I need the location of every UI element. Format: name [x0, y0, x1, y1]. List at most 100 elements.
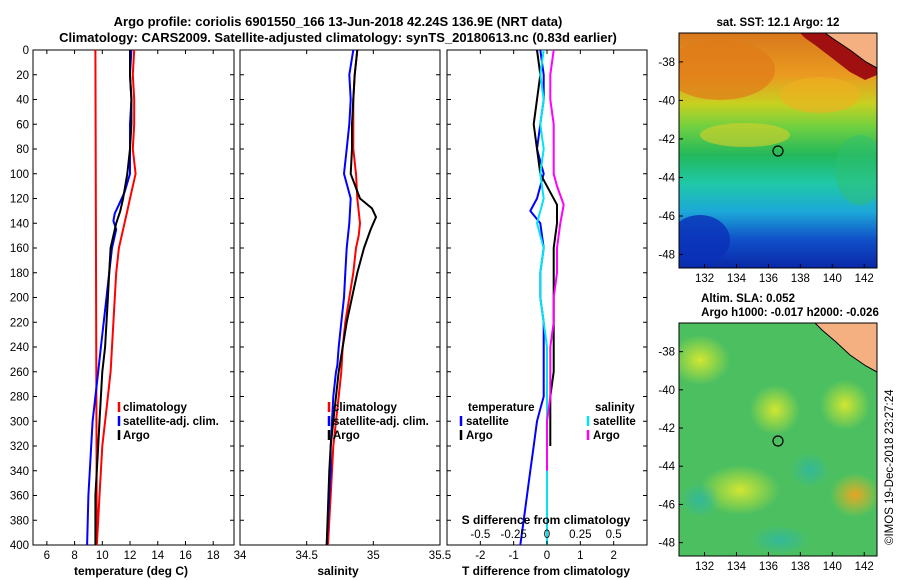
- map-x-tick-label: 140: [823, 561, 842, 573]
- depth-tick-label: 0: [23, 45, 29, 57]
- depth-axis: 0 20 40 60 80 100 120 140 160 180 200 220 240 260 280 3…: [10, 45, 647, 552]
- x-tick-label: 35.5: [429, 550, 451, 562]
- x-tick-label: -2: [475, 550, 485, 562]
- depth-tick-label: 360: [10, 491, 29, 503]
- depth-tick-label: 220: [10, 317, 29, 329]
- map-x-tick-label: 132: [695, 561, 714, 573]
- legend-label-satellite-adj: satellite-adj. clim.: [333, 416, 429, 428]
- map-x-tick-label: 134: [727, 273, 747, 285]
- series-line-argo: [325, 50, 377, 545]
- map-x-tick-label: 142: [855, 561, 874, 573]
- salinity-legend: climatology satellite-adj. clim. Argo: [327, 402, 429, 442]
- depth-tick-label: 160: [10, 243, 29, 255]
- x-tick-label: -1: [509, 550, 519, 562]
- map-x-tick-label: 136: [759, 561, 778, 573]
- depth-tick-label: 100: [10, 169, 29, 181]
- legend-label-t-satellite: satellite: [466, 416, 509, 428]
- sst-cold-patch: [679, 215, 730, 265]
- map-y-tick-label: -44: [658, 172, 675, 184]
- depth-tick-label: 20: [16, 70, 29, 82]
- map-x-tick-label: 140: [823, 273, 842, 285]
- legend-label-s-satellite: satellite: [593, 416, 636, 428]
- depth-tick-label: 320: [10, 441, 29, 453]
- map-x-tick-label: 134: [727, 561, 747, 573]
- sst-map: [679, 33, 877, 268]
- temperature-axis-label: temperature (deg C): [74, 564, 188, 578]
- title-line-1: Argo profile: coriolis 6901550_166 13-Ju…: [114, 14, 563, 29]
- map-x-tick-label: 138: [791, 273, 810, 285]
- depth-tick-label: 380: [10, 515, 29, 527]
- x-tick-label: 14: [151, 550, 164, 562]
- depth-tick-label: 80: [16, 144, 29, 156]
- map-x-tick-label: 142: [855, 273, 874, 285]
- salinity-plot-frame: [239, 49, 441, 546]
- sst-map-title: sat. SST: 12.1 Argo: 12: [717, 17, 840, 29]
- x-axes: 6 8 10 12 14 16 18 34 34.5 35 35.5 -2 -1 0 1 2-0.5 -0.25…: [44, 50, 622, 562]
- legend-label-satellite-adj: satellite-adj. clim.: [123, 416, 219, 428]
- x2-tick-label: -0.25: [501, 529, 527, 541]
- map-y-tick-label: -40: [658, 95, 675, 107]
- sst-mid-patch: [700, 123, 790, 147]
- series-line-climatology: [327, 50, 361, 545]
- series-line-satellite: [536, 50, 548, 545]
- map-x-tick-label: 136: [759, 273, 778, 285]
- sla-high-patch: [820, 380, 870, 430]
- map-x-tick-label: 138: [791, 561, 810, 573]
- depth-tick-label: 120: [10, 194, 29, 206]
- x-tick-label: 8: [71, 550, 77, 562]
- imos-credit: ©IMOS 19-Dec-2018 23:27:24: [884, 389, 896, 545]
- x-tick-label: 2: [610, 550, 616, 562]
- map-y-tick-label: -48: [658, 538, 675, 550]
- sla-high-patch: [750, 385, 800, 435]
- depth-tick-label: 140: [10, 218, 29, 230]
- depth-tick-label: 280: [10, 392, 29, 404]
- legend-title-temperature: temperature: [468, 402, 534, 414]
- depth-tick-label: 260: [10, 367, 29, 379]
- sla-low-patch: [790, 452, 830, 488]
- x2-tick-label: 0.5: [606, 529, 622, 541]
- difference-series: [519, 50, 565, 545]
- map-y-tick-label: -40: [658, 385, 675, 397]
- land-mass: [814, 323, 877, 373]
- sst-map-axes: 132 134 136 138 140 142 -38 -40 -42 -44 -46 -48: [658, 57, 873, 285]
- map-y-tick-label: -42: [658, 423, 675, 435]
- x-tick-label: 0: [544, 550, 550, 562]
- sst-warm-patch: [780, 77, 860, 113]
- x-tick-label: 16: [179, 550, 192, 562]
- x2-tick-label: -0.5: [470, 529, 490, 541]
- x-tick-label: 34.5: [295, 550, 317, 562]
- sla-high-patch: [700, 465, 780, 515]
- sst-warm-patch: [679, 40, 775, 100]
- sst-mid-patch: [835, 135, 877, 205]
- sla-map-axes: 132 134 136 138 140 142 -38 -40 -42 -44 -46 -48: [658, 347, 873, 573]
- legend-label-argo: Argo: [333, 430, 360, 442]
- argo-float-marker: [772, 435, 784, 447]
- x-tick-label: 12: [124, 550, 137, 562]
- x-tick-label: 6: [44, 550, 50, 562]
- map-y-tick-label: -38: [658, 57, 675, 69]
- x-tick-label: 34: [234, 550, 247, 562]
- legend-label-argo: Argo: [123, 430, 150, 442]
- map-y-tick-label: -48: [658, 250, 675, 262]
- legend-label-climatology: climatology: [333, 402, 398, 414]
- depth-tick-label: 240: [10, 342, 29, 354]
- legend-label-t-argo: Argo: [466, 430, 493, 442]
- x-tick-label: 18: [207, 550, 220, 562]
- sla-high-patch: [679, 335, 730, 385]
- salinity-axis-label: salinity: [317, 564, 359, 578]
- depth-tick-label: 400: [10, 540, 29, 552]
- depth-tick-label: 340: [10, 466, 29, 478]
- series-line-argo: [532, 50, 558, 446]
- depth-tick-label: 60: [16, 119, 29, 131]
- land-mass: [824, 33, 877, 69]
- map-y-tick-label: -44: [658, 461, 675, 473]
- map-y-tick-label: -38: [658, 347, 675, 359]
- x2-tick-label: 0: [544, 529, 550, 541]
- t-difference-axis-label: T difference from climatology: [462, 564, 630, 578]
- legend-label-s-argo: Argo: [593, 430, 620, 442]
- sst-map-frame: [678, 32, 878, 269]
- map-y-tick-label: -46: [658, 499, 675, 511]
- difference-legend: temperature salinity satellite Argo sate…: [459, 402, 636, 442]
- argo-float-marker: [772, 145, 784, 157]
